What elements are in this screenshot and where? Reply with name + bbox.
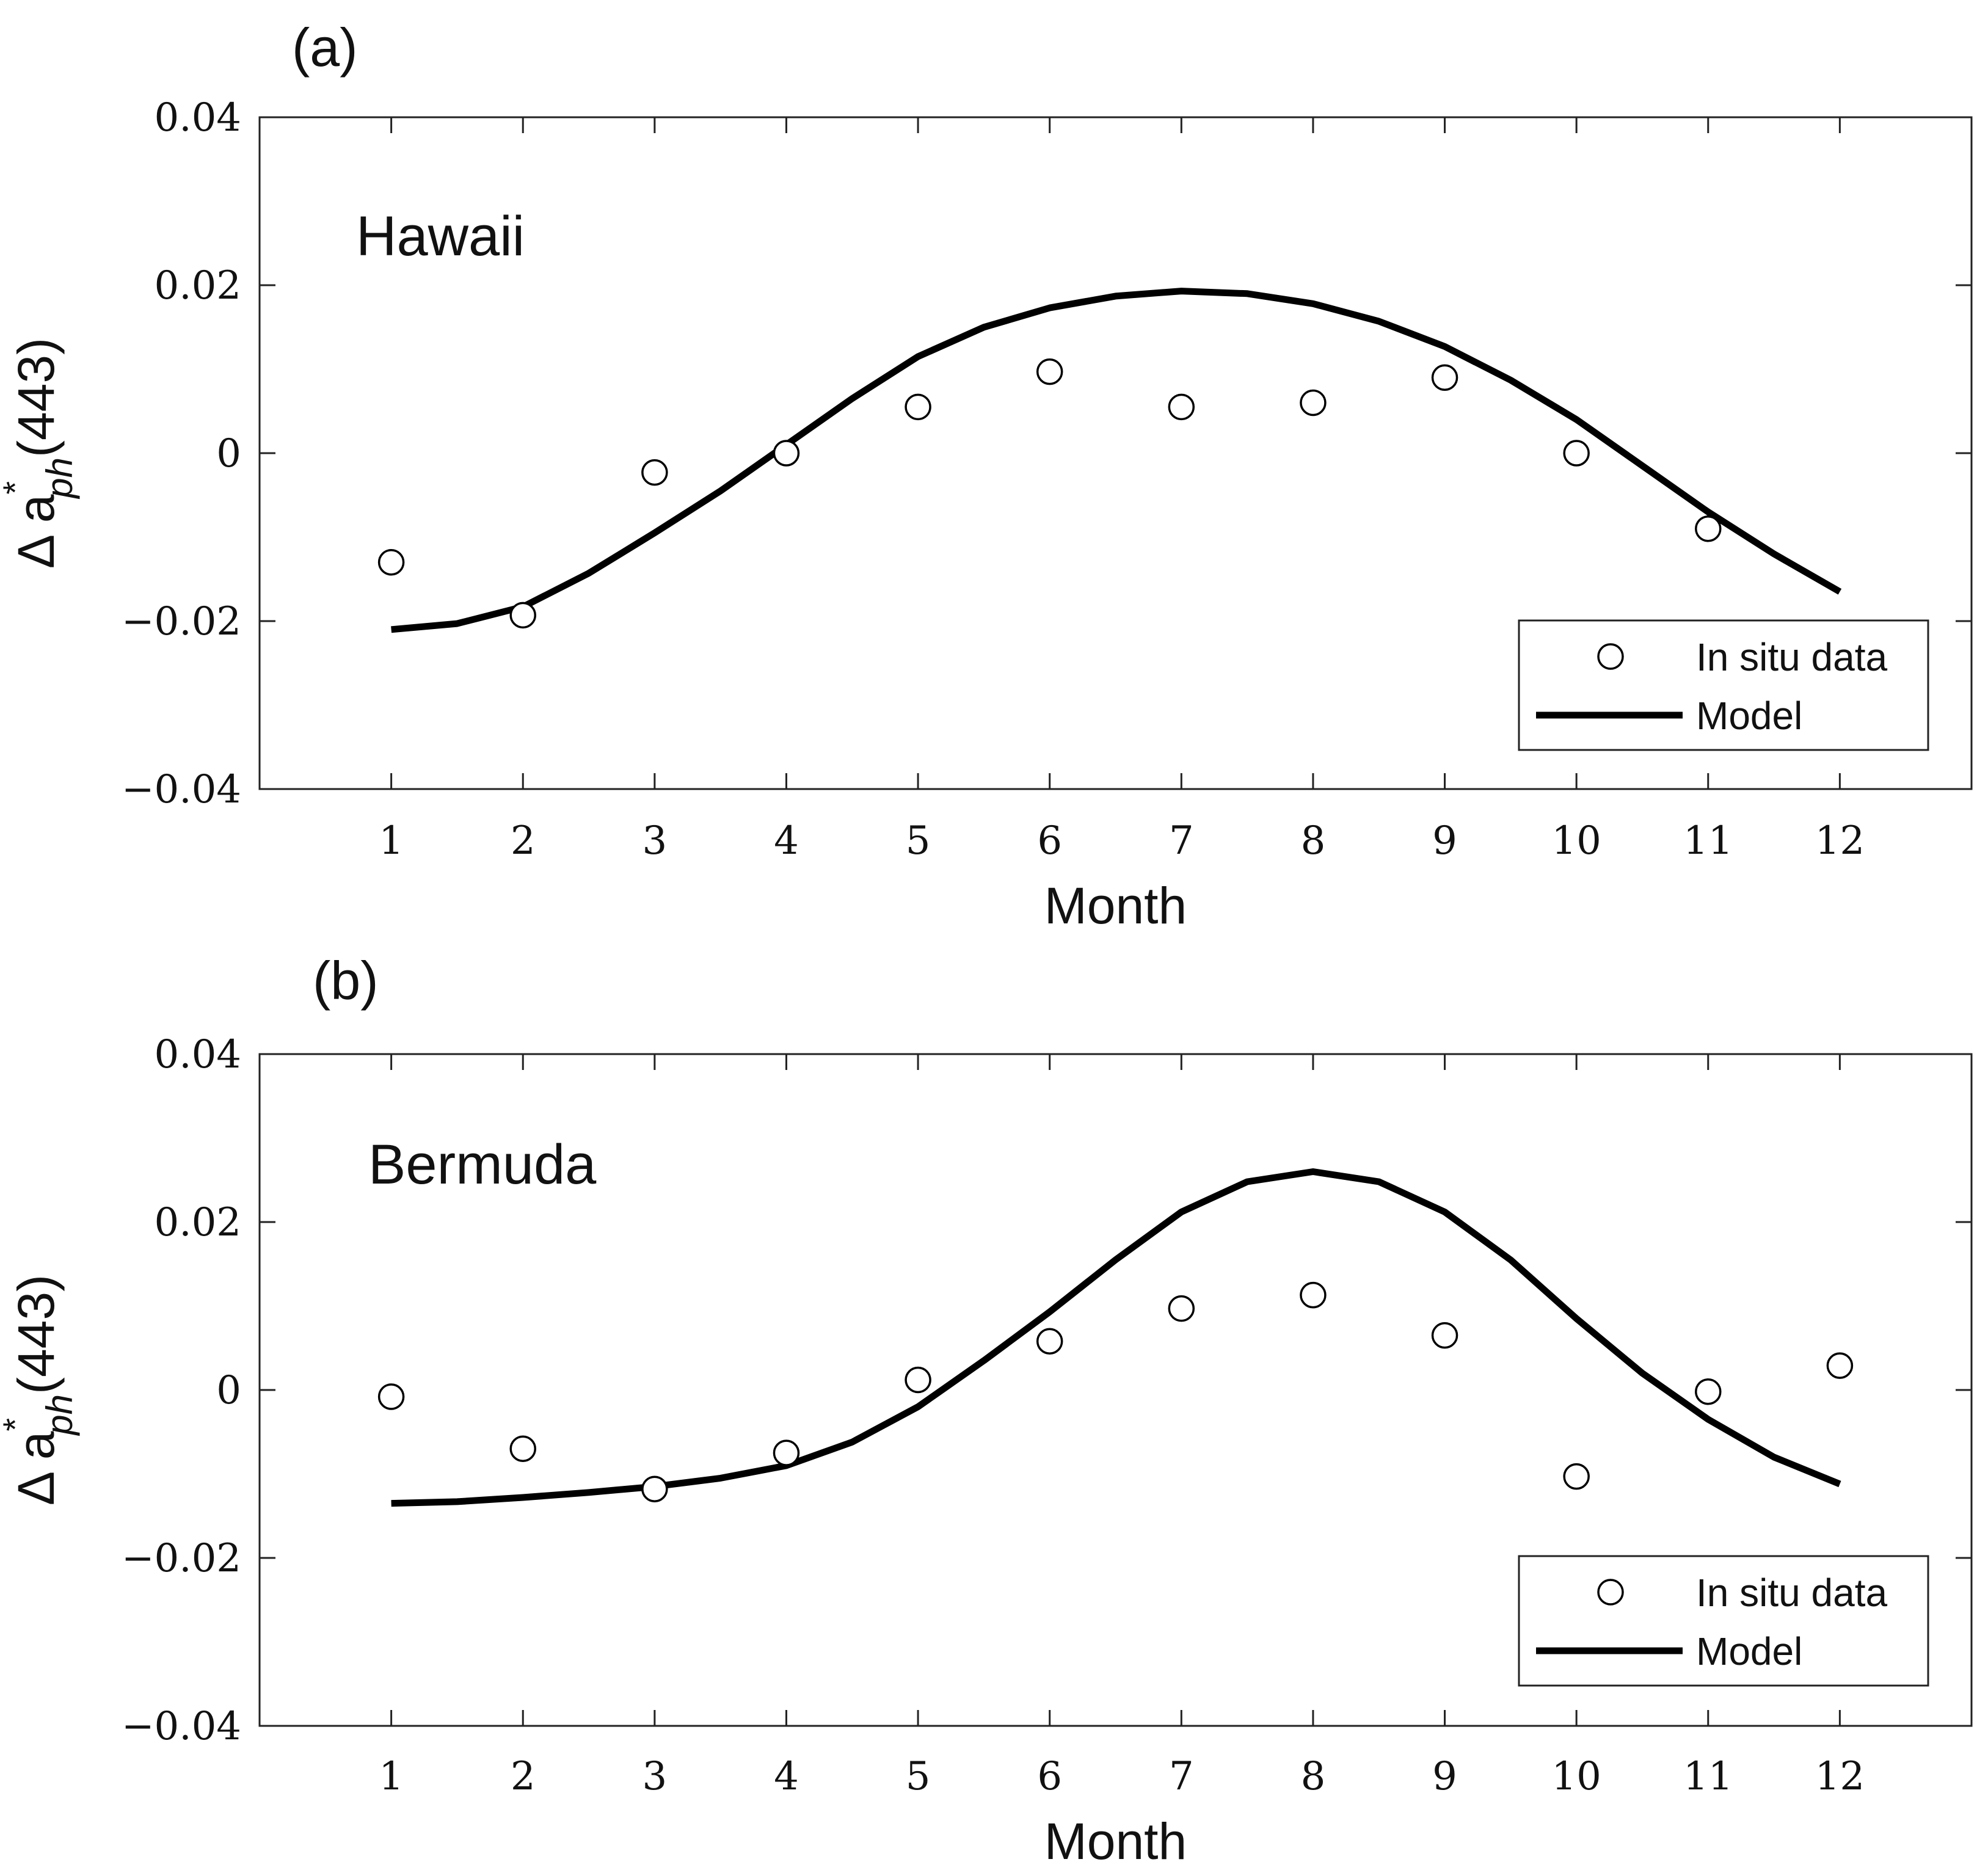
x-tick-label: 2 <box>511 1754 536 1799</box>
x-tick-label: 6 <box>1037 818 1062 864</box>
legend-marker-circle <box>1597 643 1624 670</box>
y-axis-title-suffix: (443) <box>7 338 65 457</box>
y-tick-label: 0.04 <box>155 95 242 140</box>
data-point-month-1 <box>377 549 405 576</box>
chart-panel-b: 1 2 3 4 5 6 7 8 9 10 11 12−0.04−0.0200.020.04(b)Ber… <box>0 950 1973 1870</box>
x-axis-title: Month <box>1044 1813 1187 1870</box>
x-tick-label: 7 <box>1169 818 1194 864</box>
x-tick-label: 12 <box>1815 1754 1865 1799</box>
legend-label-model: Model <box>1696 1629 1802 1673</box>
x-tick-label: 9 <box>1432 1754 1457 1799</box>
legend-label-insitu: In situ data <box>1696 1571 1888 1615</box>
y-axis-title: Δ a* ph(443) <box>0 338 80 569</box>
x-tick-label: 11 <box>1683 818 1733 864</box>
legend: In situ data Model <box>1518 619 1929 751</box>
y-axis-title-base: Δ a <box>7 1431 65 1505</box>
x-tick-label: 8 <box>1301 818 1326 864</box>
legend-marker-circle <box>1597 1579 1624 1606</box>
x-tick-label: 5 <box>906 1754 931 1799</box>
data-point-month-5 <box>905 1366 931 1394</box>
y-axis-title-suffix: (443) <box>7 1275 65 1394</box>
panel-label: (a) <box>292 17 358 78</box>
data-point-month-4 <box>773 1439 800 1466</box>
y-axis-title-sup: * <box>0 481 34 495</box>
x-tick-label: 10 <box>1551 1754 1601 1799</box>
x-tick-label: 10 <box>1551 818 1601 864</box>
data-point-month-8 <box>1300 389 1327 417</box>
data-point-month-11 <box>1695 1378 1722 1405</box>
y-axis-title-sub: ph <box>39 457 80 500</box>
data-point-month-8 <box>1300 1281 1327 1309</box>
y-axis-title-base: Δ a <box>7 494 65 569</box>
legend-label-model: Model <box>1696 694 1802 738</box>
site-annotation: Bermuda <box>368 1133 597 1196</box>
model-line <box>391 288 1842 633</box>
data-point-month-12 <box>1826 1352 1854 1379</box>
x-tick-label: 5 <box>906 818 931 864</box>
x-axis-title: Month <box>1044 877 1187 934</box>
data-point-month-5 <box>905 393 931 421</box>
site-annotation: Hawaii <box>356 205 525 267</box>
x-tick-label: 3 <box>642 818 667 864</box>
legend-label-insitu: In situ data <box>1696 635 1888 679</box>
data-point-month-9 <box>1431 1322 1458 1349</box>
y-tick-label: 0.02 <box>155 263 242 308</box>
data-point-month-6 <box>1036 358 1063 385</box>
x-tick-label: 4 <box>774 1754 799 1799</box>
data-point-month-6 <box>1036 1328 1063 1355</box>
x-tick-label: 1 <box>379 1754 404 1799</box>
y-tick-label: −0.02 <box>122 1536 241 1581</box>
model-line <box>391 1168 1841 1507</box>
y-axis-title-sup: * <box>0 1418 34 1432</box>
x-tick-label: 1 <box>379 818 404 864</box>
panel-label: (b) <box>313 950 379 1011</box>
data-point-month-2 <box>509 1435 536 1462</box>
data-point-month-10 <box>1563 440 1590 467</box>
y-tick-label: 0.04 <box>155 1032 242 1077</box>
data-point-month-3 <box>641 459 668 486</box>
y-tick-label: −0.02 <box>122 599 241 644</box>
x-tick-label: 3 <box>642 1754 667 1799</box>
legend-box <box>1518 1555 1929 1687</box>
x-tick-label: 12 <box>1815 818 1865 864</box>
data-point-month-7 <box>1168 393 1195 421</box>
y-tick-label: 0 <box>216 1368 241 1413</box>
y-tick-label: 0.02 <box>155 1200 242 1245</box>
chart-panel-a: 1 2 3 4 5 6 7 8 9 10 11 12−0.04−0.0200.020.04(a)Haw… <box>0 17 1973 934</box>
data-point-month-7 <box>1168 1295 1195 1322</box>
data-point-month-11 <box>1695 515 1722 542</box>
y-tick-label: −0.04 <box>122 767 241 812</box>
y-tick-label: −0.04 <box>122 1704 241 1749</box>
legend: In situ data Model <box>1518 1555 1929 1687</box>
data-point-month-1 <box>377 1383 405 1410</box>
x-tick-label: 8 <box>1301 1754 1326 1799</box>
y-tick-label: 0 <box>216 431 241 476</box>
data-point-month-10 <box>1563 1463 1590 1490</box>
data-point-month-3 <box>641 1475 668 1502</box>
x-tick-label: 2 <box>511 818 536 864</box>
y-axis-title: Δ a* ph(443) <box>0 1275 80 1505</box>
data-point-month-2 <box>509 602 536 629</box>
data-point-month-4 <box>773 440 800 467</box>
x-tick-label: 4 <box>774 818 799 864</box>
y-axis-title-sub: ph <box>39 1394 80 1436</box>
x-tick-label: 11 <box>1683 1754 1733 1799</box>
legend-box <box>1518 619 1929 751</box>
x-tick-label: 9 <box>1432 818 1457 864</box>
x-tick-label: 6 <box>1037 1754 1062 1799</box>
x-tick-label: 7 <box>1169 1754 1194 1799</box>
data-point-month-9 <box>1431 364 1458 391</box>
